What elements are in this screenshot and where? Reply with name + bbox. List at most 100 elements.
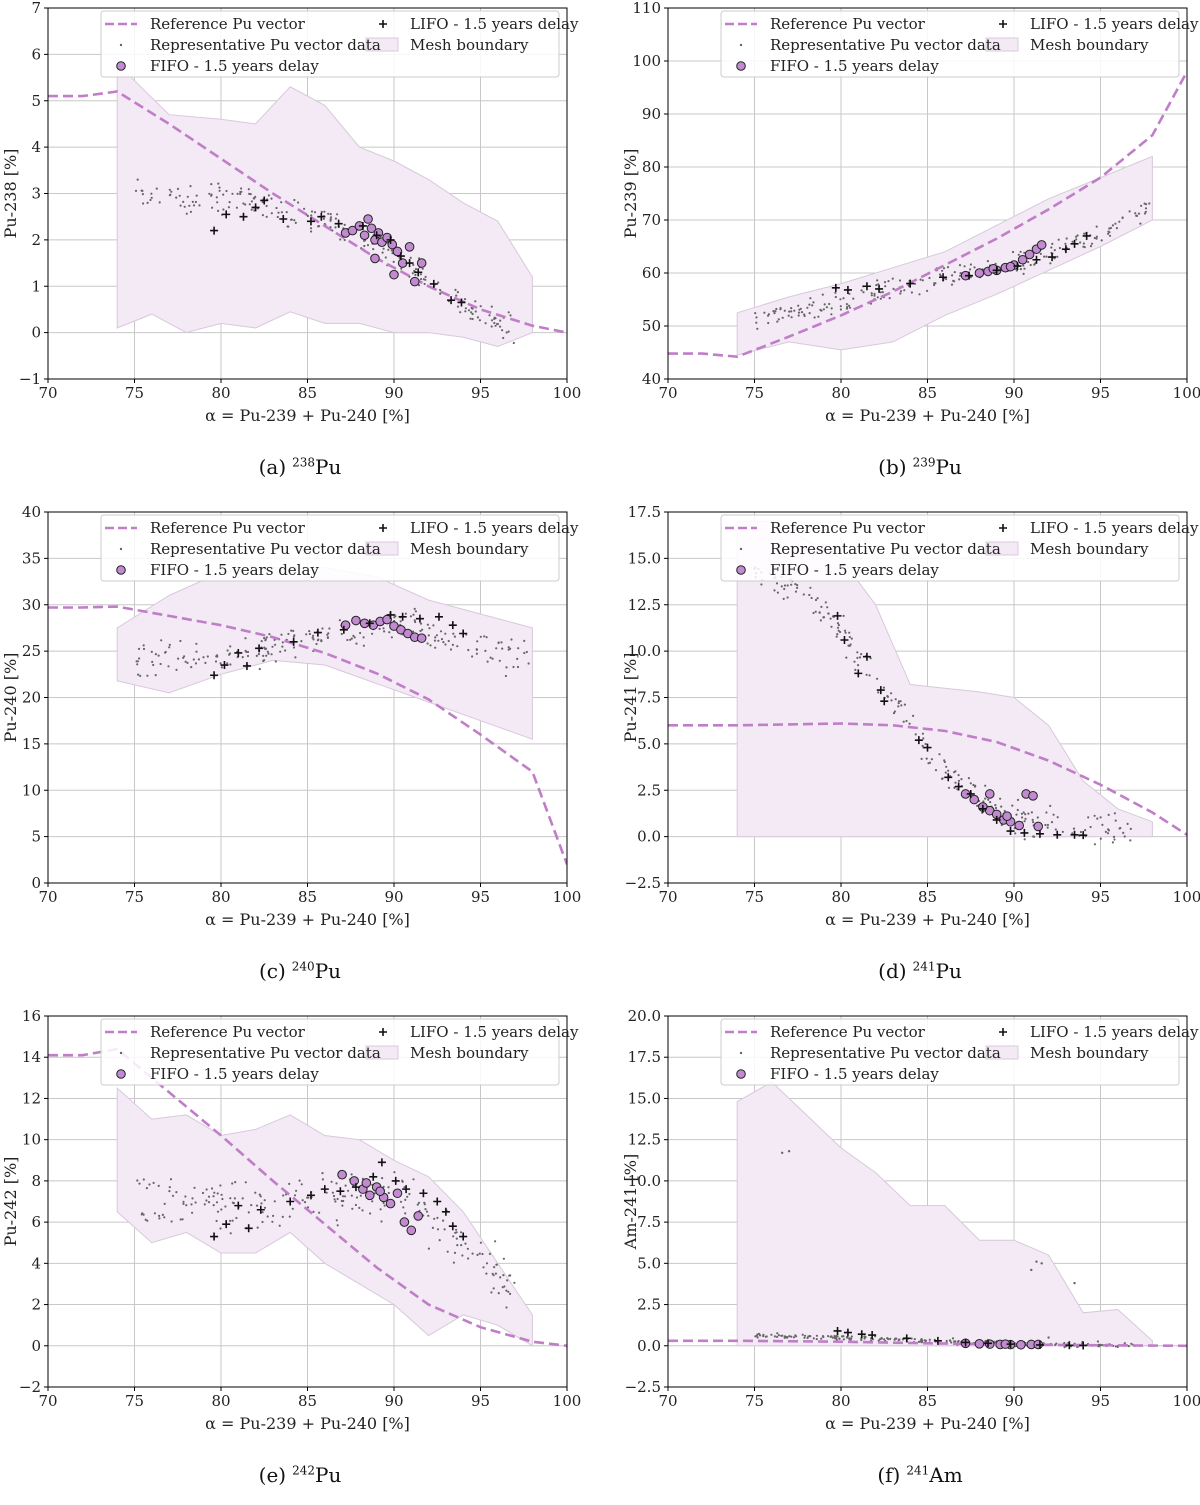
- data-point: [1099, 816, 1102, 819]
- data-point: [336, 1197, 339, 1201]
- data-point: [412, 263, 415, 266]
- data-point: [790, 310, 793, 313]
- data-point: [837, 624, 840, 627]
- lifo-marker: [1006, 827, 1015, 836]
- fifo-marker: [404, 242, 415, 252]
- lifo-marker: [220, 661, 229, 670]
- data-point: [417, 1201, 421, 1204]
- legend-data-swatch: [119, 547, 123, 551]
- x-tick-label: 85: [918, 888, 937, 906]
- data-point: [276, 215, 279, 219]
- data-point: [919, 278, 922, 281]
- data-point: [175, 196, 178, 199]
- data-point: [178, 194, 181, 197]
- data-point: [456, 305, 460, 308]
- data-point: [758, 1332, 761, 1335]
- data-point: [185, 212, 188, 215]
- data-point: [1056, 816, 1059, 819]
- data-point: [897, 700, 900, 703]
- data-point: [972, 783, 975, 787]
- data-point: [1040, 1262, 1043, 1265]
- data-point: [361, 1209, 364, 1212]
- lifo-marker: [854, 669, 863, 678]
- fifo-marker: [1024, 249, 1035, 260]
- data-point: [435, 634, 438, 637]
- data-point: [355, 1196, 359, 1199]
- data-point: [256, 1226, 259, 1229]
- y-axis-label: Pu-242 [%]: [1, 1157, 20, 1247]
- data-point: [516, 665, 520, 669]
- data-point: [488, 1252, 491, 1255]
- data-point: [311, 636, 314, 639]
- lifo-marker: [289, 637, 298, 646]
- lifo-marker: [843, 285, 852, 294]
- data-point: [853, 660, 856, 663]
- lifo-marker: [868, 1331, 877, 1340]
- data-point: [820, 1337, 823, 1340]
- data-point: [941, 269, 944, 272]
- data-point: [327, 212, 330, 215]
- y-tick-label: 14: [22, 1048, 41, 1066]
- data-point: [1084, 829, 1087, 832]
- lifo-marker: [320, 1185, 329, 1194]
- data-point: [824, 601, 827, 604]
- data-point: [358, 1206, 361, 1209]
- data-point: [134, 189, 138, 192]
- fifo-marker: [409, 276, 420, 287]
- y-tick-label: 0: [31, 874, 41, 892]
- data-point: [469, 317, 472, 320]
- data-point: [822, 308, 825, 311]
- data-point: [1011, 250, 1015, 254]
- data-point: [1036, 816, 1039, 819]
- data-point: [876, 279, 879, 282]
- lifo-marker: [379, 20, 387, 28]
- data-point: [220, 666, 223, 669]
- fifo-marker: [413, 1211, 424, 1221]
- data-point: [478, 1252, 481, 1255]
- data-point: [812, 611, 815, 615]
- data-point: [1049, 262, 1052, 265]
- data-point: [842, 614, 845, 617]
- data-point: [150, 650, 153, 653]
- lifo-marker: [441, 1207, 450, 1216]
- caption-mass-number: 239: [912, 455, 936, 470]
- data-point: [1046, 826, 1049, 829]
- data-point: [179, 1218, 182, 1221]
- data-point: [754, 312, 757, 315]
- data-point: [809, 586, 812, 589]
- caption-element: Am: [929, 1463, 963, 1487]
- data-point: [229, 1219, 232, 1222]
- data-point: [426, 623, 429, 626]
- data-point: [198, 204, 201, 207]
- data-point: [151, 660, 154, 663]
- x-axis-label: α = Pu-239 + Pu-240 [%]: [825, 406, 1030, 425]
- data-point: [505, 666, 508, 669]
- y-tick-label: 80: [642, 158, 661, 176]
- data-point: [1016, 798, 1020, 801]
- data-point: [815, 1334, 818, 1337]
- data-point: [775, 582, 779, 585]
- data-point: [475, 652, 478, 655]
- data-point: [248, 203, 251, 206]
- data-point: [482, 1266, 485, 1269]
- y-tick-label: 7.5: [637, 1213, 661, 1231]
- data-point: [381, 251, 384, 254]
- data-point: [984, 797, 987, 800]
- y-tick-label: 17.5: [628, 1048, 661, 1066]
- data-point: [214, 660, 218, 663]
- data-point: [817, 315, 820, 318]
- data-point: [501, 647, 504, 650]
- data-point: [329, 213, 332, 216]
- data-point: [137, 673, 140, 676]
- data-point: [216, 201, 219, 204]
- data-point: [1143, 202, 1146, 205]
- data-point: [326, 633, 329, 636]
- data-point: [260, 640, 263, 643]
- data-point: [261, 201, 264, 204]
- data-point: [756, 1333, 759, 1336]
- data-point: [217, 209, 220, 212]
- data-point: [461, 1254, 464, 1257]
- data-point: [250, 208, 253, 211]
- lifo-marker: [902, 1334, 911, 1343]
- data-point: [808, 312, 811, 315]
